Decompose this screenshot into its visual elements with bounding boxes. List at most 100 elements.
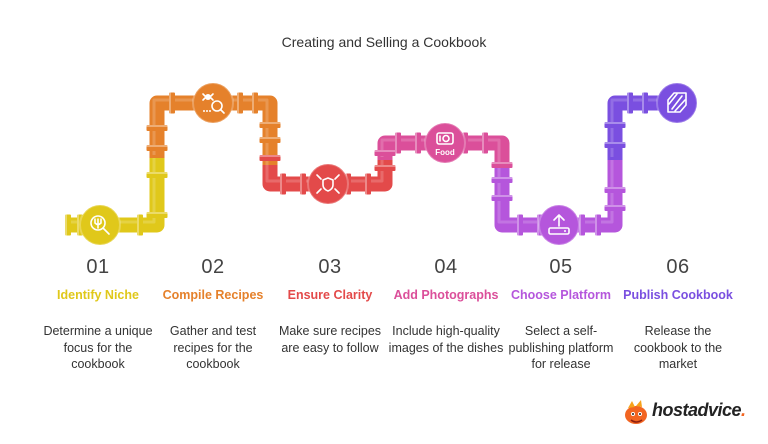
- pipe-joint: [280, 173, 286, 195]
- pipe-joint: [374, 165, 396, 171]
- brand-wordmark: hostadvice.: [652, 400, 746, 420]
- magnifier-icon: [79, 204, 121, 246]
- pipe-joint-shine: [252, 92, 254, 114]
- pipe-joint-shine: [237, 92, 239, 114]
- step-2: 02 Compile Recipes Gather and test recip…: [155, 256, 271, 373]
- pipe-joint-shine: [604, 142, 626, 144]
- icon-part: [322, 177, 334, 192]
- pipe-joint-shine: [595, 214, 597, 236]
- pipe-joint: [146, 145, 168, 151]
- icon-part: [668, 93, 686, 112]
- icon-part: [316, 174, 340, 194]
- step-number: 03: [318, 256, 342, 278]
- step-title: Add Photographs: [393, 288, 499, 302]
- pipe-joint-shine: [627, 92, 629, 114]
- mascot-icon: [625, 400, 647, 424]
- pipe-joint: [146, 125, 168, 131]
- pipe-joint-shine: [579, 214, 581, 236]
- pipe-joint: [604, 205, 626, 211]
- node-circle: [308, 164, 348, 204]
- pipe-joint: [169, 92, 175, 114]
- diagram-title: Creating and Selling a Cookbook: [281, 34, 487, 50]
- step-number: 05: [549, 256, 573, 278]
- pipe-joint-shine: [482, 132, 484, 154]
- step-3: 03 Ensure Clarity Make sure recipes are …: [272, 256, 388, 356]
- step-6: 06 Publish Cookbook Release the cookbook…: [620, 256, 736, 373]
- step-description: Determine a unique focus for the cookboo…: [43, 324, 153, 371]
- pipe-joint: [604, 142, 626, 148]
- pipe-joint: [491, 177, 513, 183]
- step-description: Make sure recipes are easy to follow: [278, 324, 382, 355]
- icon-part: [548, 227, 570, 235]
- pipe-joint: [595, 214, 601, 236]
- pipe-joint: [491, 195, 513, 201]
- pipe-joint-shine: [491, 177, 513, 179]
- pipe-joint: [374, 150, 396, 156]
- pipe-joint: [146, 212, 168, 218]
- icon-part: [202, 93, 214, 101]
- step-title: Choose Platform: [510, 288, 611, 302]
- pipe-joint-shine: [280, 173, 282, 195]
- step-description: Select a self-publishing platform for re…: [508, 324, 614, 371]
- pipe-joint: [259, 137, 281, 143]
- pipe-joint-shine: [259, 155, 281, 157]
- book-icon: [656, 82, 698, 124]
- pipe-joint-shine: [517, 214, 519, 236]
- icon-part: [667, 92, 687, 113]
- pipe-joint-shine: [395, 132, 397, 154]
- pipe-joint-shine: [169, 92, 171, 114]
- pipe-joint: [604, 122, 626, 128]
- step-description: Gather and test recipes for the cookbook: [169, 324, 257, 371]
- icon-part: [203, 110, 205, 112]
- pipe-joint-shine: [374, 150, 396, 152]
- pipe-joint: [237, 92, 243, 114]
- step-number: 01: [86, 256, 110, 278]
- icon-label: Food: [435, 148, 455, 157]
- node-ring: [656, 82, 698, 124]
- pipe-joint: [395, 132, 401, 154]
- pipe-joint: [415, 132, 421, 154]
- icon-part: [102, 227, 110, 235]
- camera-food-icon: Food: [424, 122, 466, 164]
- pipe-highlight: [610, 98, 674, 157]
- node-ring: [538, 204, 580, 246]
- icon-part: [553, 214, 565, 227]
- icon-part: [220, 109, 225, 114]
- step-4: 04 Add Photographs Include high-quality …: [388, 256, 504, 356]
- icon-part: [206, 110, 208, 112]
- icon-part: [442, 134, 450, 143]
- pipe-joint-shine: [415, 132, 417, 154]
- pipe-joint: [604, 187, 626, 193]
- pipe-joint-shine: [259, 122, 281, 124]
- node-ring: [424, 122, 466, 164]
- step-1: 01 Identify Niche Determine a unique foc…: [40, 256, 156, 373]
- pipe-joint-shine: [259, 137, 281, 139]
- pipe-joint-shine: [146, 212, 168, 214]
- node-circle: [425, 123, 465, 163]
- icon-part: [205, 94, 211, 100]
- pipe-path: [63, 95, 677, 233]
- step-description: Release the cookbook to the market: [633, 324, 723, 371]
- pipe-joint-shine: [642, 92, 644, 114]
- pipe-joints: [65, 92, 648, 236]
- pipe-joint: [259, 155, 281, 161]
- pipe-joint-shine: [491, 162, 513, 164]
- step-5: 05 Choose Platform Select a self-publish…: [503, 256, 619, 373]
- step-description: Include high-quality images of the dishe…: [388, 324, 504, 355]
- upload-icon: [538, 204, 580, 246]
- pipe-joint-shine: [491, 195, 513, 197]
- step-nodes: Food: [79, 82, 698, 246]
- step-number: 06: [666, 256, 690, 278]
- pipe-joint: [146, 172, 168, 178]
- pipe-joint-shine: [365, 173, 367, 195]
- pipe-joint: [491, 162, 513, 168]
- pipe-joint: [300, 173, 306, 195]
- icon-part: [211, 100, 223, 112]
- pipe-joint: [252, 92, 258, 114]
- pipe-joint: [65, 214, 71, 236]
- brand-logo: [625, 400, 647, 424]
- icon-part: [94, 218, 102, 226]
- node-ring: [79, 204, 121, 246]
- pipe-joint-shine: [604, 205, 626, 207]
